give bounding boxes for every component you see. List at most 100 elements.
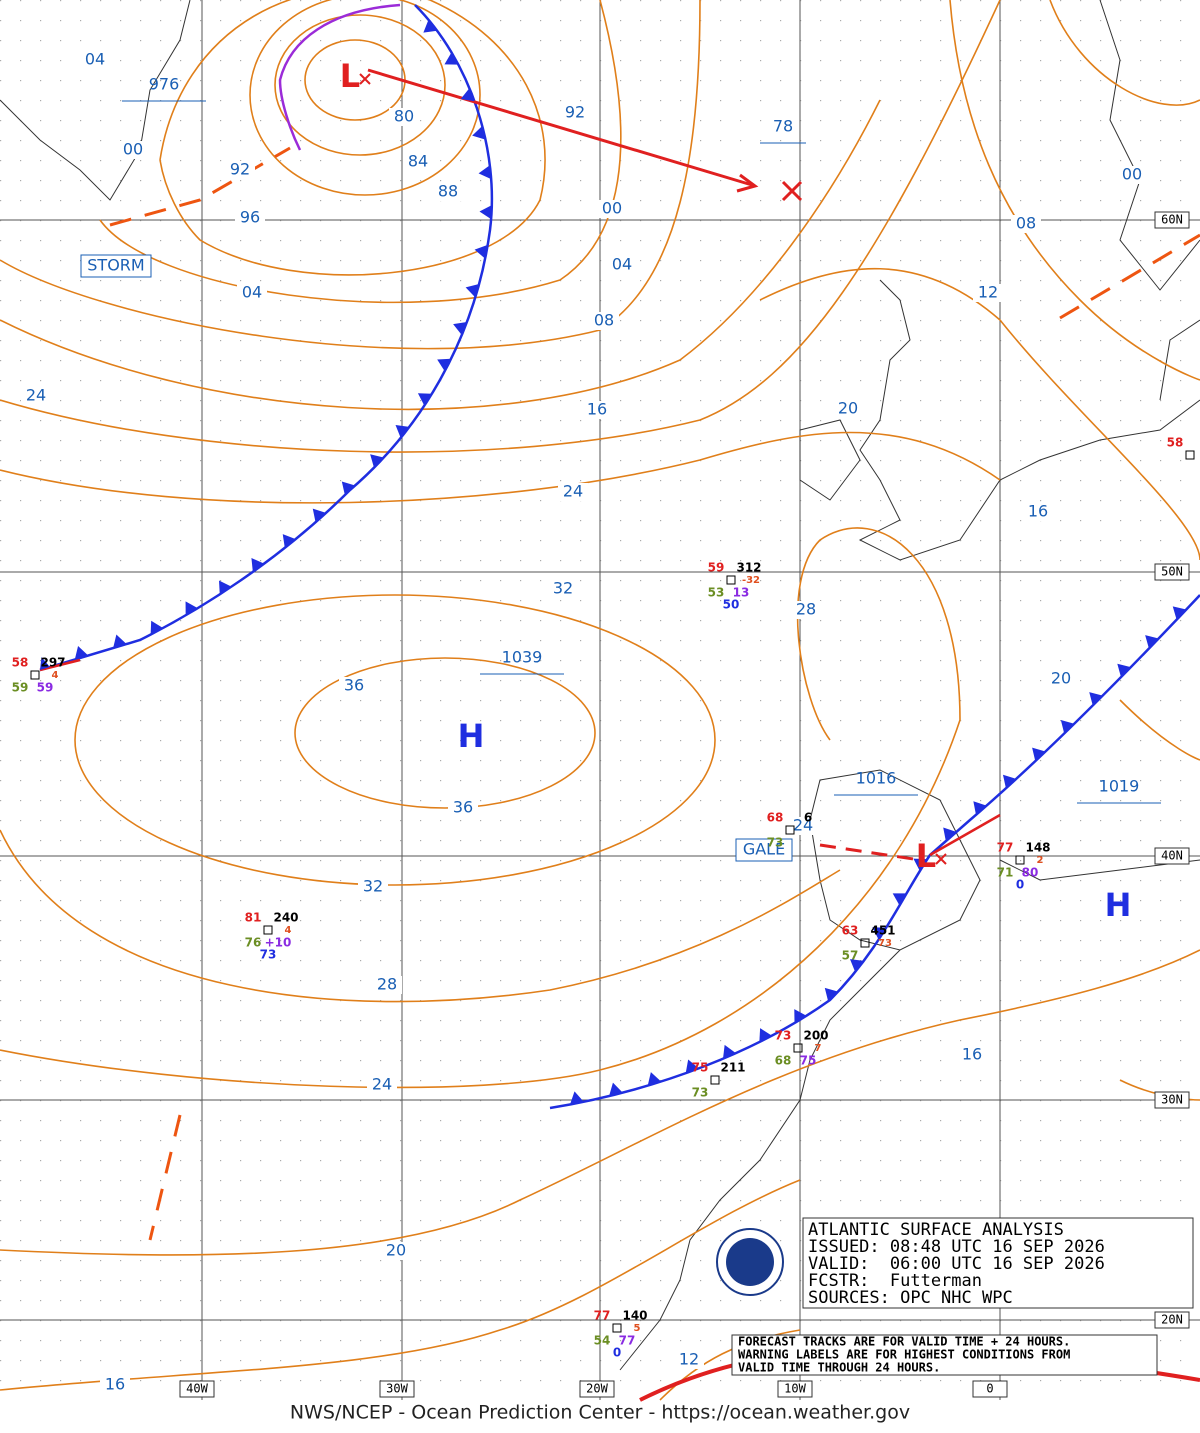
label-bg bbox=[225, 161, 255, 179]
lat-box bbox=[1154, 847, 1190, 865]
label-bg bbox=[100, 1376, 130, 1394]
front-symbol bbox=[437, 358, 452, 372]
center-pressure: 1016 bbox=[856, 769, 897, 788]
station-marker bbox=[785, 825, 795, 835]
label-bg bbox=[80, 51, 110, 69]
front-symbol bbox=[423, 19, 438, 33]
label-bg bbox=[582, 401, 612, 419]
front-symbol bbox=[872, 927, 887, 940]
front-symbol bbox=[1145, 635, 1159, 649]
front-symbol bbox=[219, 580, 232, 595]
station-value: 7 bbox=[815, 1043, 822, 1054]
label-bg bbox=[589, 312, 619, 330]
isobar-label: 20 bbox=[386, 1241, 406, 1260]
isobar-label: 00 bbox=[602, 199, 622, 218]
label-bg bbox=[235, 209, 265, 227]
isobar-label: 08 bbox=[594, 311, 614, 330]
front-symbol bbox=[943, 827, 957, 842]
front-symbol bbox=[794, 1009, 807, 1023]
station-value: 58 bbox=[12, 656, 29, 670]
station-value: 59 bbox=[12, 681, 29, 695]
station-value: 73 bbox=[878, 938, 892, 949]
station-value: 200 bbox=[803, 1029, 828, 1043]
isobar-label: 32 bbox=[553, 579, 573, 598]
station-marker bbox=[793, 1043, 803, 1053]
isobar-label: 92 bbox=[565, 103, 585, 122]
label-bg bbox=[788, 817, 818, 835]
center-pressure: 1019 bbox=[1099, 777, 1140, 796]
station-value: 63 bbox=[842, 924, 859, 938]
isobar-label: 28 bbox=[377, 975, 397, 994]
center-symbol: L bbox=[340, 57, 360, 95]
front-symbol bbox=[1032, 747, 1046, 762]
label-bg bbox=[674, 1351, 704, 1369]
isobar-label: 00 bbox=[1122, 165, 1142, 184]
center-symbol: H bbox=[458, 717, 485, 755]
station-value: 54 bbox=[594, 1334, 611, 1348]
isobar-label: 04 bbox=[85, 50, 105, 69]
station-value: 75 bbox=[692, 1061, 709, 1075]
lat-label: 20N bbox=[1161, 1313, 1183, 1327]
label-bg bbox=[372, 976, 402, 994]
station-marker bbox=[710, 1075, 720, 1085]
isobar-label: 84 bbox=[408, 152, 428, 171]
station-value: 75 bbox=[800, 1054, 817, 1068]
station-value: 76 bbox=[245, 936, 262, 950]
station-value: 2 bbox=[1037, 855, 1044, 866]
label-bg bbox=[973, 284, 1003, 302]
station-marker bbox=[612, 1323, 622, 1333]
station-value: 53 bbox=[708, 586, 725, 600]
label-bg bbox=[597, 200, 627, 218]
station-marker bbox=[30, 670, 40, 680]
station-value: 211 bbox=[720, 1061, 745, 1075]
lon-box bbox=[179, 1380, 215, 1398]
lat-box bbox=[1154, 1091, 1190, 1109]
station-value: 73 bbox=[767, 836, 784, 850]
front-symbol bbox=[370, 454, 384, 468]
warning-box bbox=[735, 838, 793, 862]
front-symbol bbox=[341, 481, 356, 496]
station-value: 59 bbox=[708, 561, 725, 575]
front-symbol bbox=[759, 1028, 772, 1043]
coastlines bbox=[0, 0, 1200, 1371]
isobar-label: 04 bbox=[242, 283, 262, 302]
station-value: 240 bbox=[273, 911, 298, 925]
isobar-label: 08 bbox=[1016, 214, 1036, 233]
front-symbol bbox=[1172, 606, 1187, 620]
info-sources: SOURCES: OPC NHC WPC bbox=[808, 1288, 1013, 1308]
center-x bbox=[935, 853, 947, 865]
label-bg bbox=[548, 580, 578, 598]
lat-label: 50N bbox=[1161, 565, 1183, 579]
station-value: 140 bbox=[622, 1309, 647, 1323]
station-value: 297 bbox=[40, 656, 65, 670]
station-value: 68 bbox=[775, 1054, 792, 1068]
front-symbol bbox=[647, 1072, 662, 1086]
station-value: 312 bbox=[736, 561, 761, 575]
station-value: 0 bbox=[613, 1346, 621, 1360]
front-symbol bbox=[460, 88, 475, 102]
lon-label: 0 bbox=[986, 1382, 993, 1396]
isobar-label: 36 bbox=[344, 676, 364, 695]
lon-label: 40W bbox=[186, 1382, 208, 1396]
isobar-label: 16 bbox=[587, 400, 607, 419]
warning-box bbox=[80, 254, 152, 278]
isobar-label: 24 bbox=[372, 1075, 392, 1094]
station-value: 71 bbox=[997, 866, 1014, 880]
isobar-label: 80 bbox=[394, 107, 414, 126]
front-symbol bbox=[40, 657, 50, 670]
station-value: 5 bbox=[634, 1323, 641, 1334]
station-value: 4 bbox=[52, 670, 59, 681]
lon-box bbox=[972, 1380, 1008, 1398]
front-symbol bbox=[1002, 774, 1017, 789]
note-line: WARNING LABELS ARE FOR HIGHEST CONDITION… bbox=[738, 1348, 1070, 1362]
front-symbol bbox=[570, 1091, 584, 1105]
isobar-label: 12 bbox=[679, 1350, 699, 1369]
label-bg bbox=[1011, 215, 1041, 233]
lon-label: 30W bbox=[386, 1382, 408, 1396]
footer: NWS/NCEP - Ocean Prediction Center - htt… bbox=[290, 1402, 910, 1424]
front-symbol bbox=[913, 858, 928, 871]
isobar-label: 32 bbox=[363, 877, 383, 896]
label-bg bbox=[389, 108, 419, 126]
